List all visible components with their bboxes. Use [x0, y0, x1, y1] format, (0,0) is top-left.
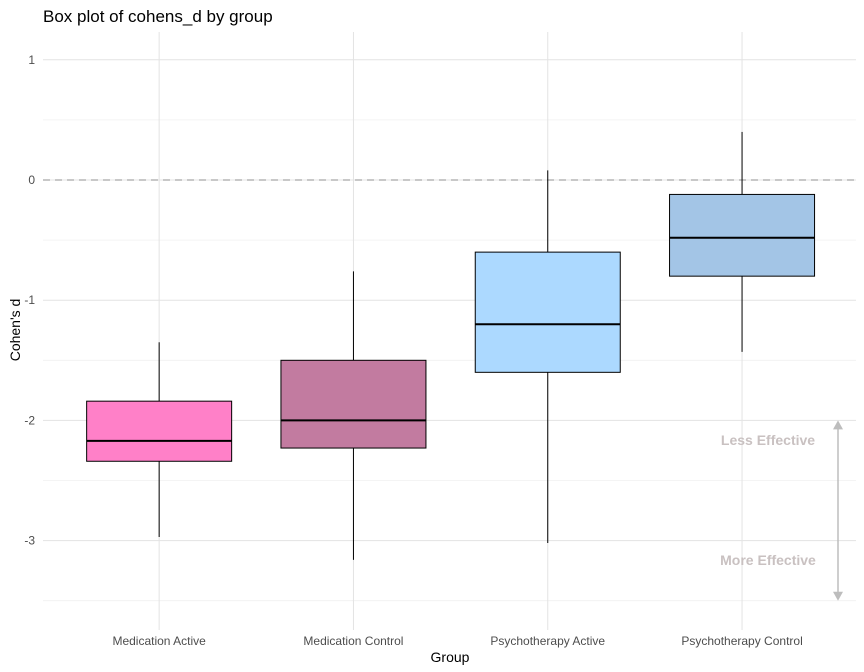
box-iqr [474, 251, 621, 373]
box-psychotherapy-active [474, 170, 621, 544]
y-axis-title: Cohen's d [7, 299, 23, 362]
y-axis-ticks: 1 0 -1 -2 -3 [24, 53, 35, 548]
y-tick-label: 1 [28, 53, 35, 67]
y-tick-label: -2 [24, 413, 35, 427]
effect-annotations: Less Effective More Effective [720, 420, 843, 601]
y-tick-label: 0 [28, 173, 35, 187]
box-iqr [86, 400, 233, 462]
arrow-head-down [833, 591, 843, 601]
chart-title: Box plot of cohens_d by group [43, 7, 273, 26]
box-medication-control [280, 271, 427, 560]
grid-lines [43, 32, 856, 630]
box-iqr [280, 359, 427, 449]
x-tick-label: Medication Active [112, 634, 206, 648]
x-tick-label: Medication Control [303, 634, 403, 648]
y-tick-label: -3 [24, 534, 35, 548]
arrow-head-up [833, 420, 843, 430]
x-axis-title: Group [431, 649, 470, 665]
x-tick-label: Psychotherapy Control [681, 634, 802, 648]
box-medication-active [86, 342, 233, 537]
annotation-label: Less Effective [721, 432, 815, 448]
y-tick-label: -1 [24, 293, 35, 307]
annotation-label: More Effective [720, 552, 816, 568]
x-axis-ticks: Medication Active Medication Control Psych… [112, 634, 802, 648]
x-tick-label: Psychotherapy Active [490, 634, 605, 648]
box-series [86, 131, 816, 560]
box-psychotherapy-control [669, 131, 816, 352]
box-iqr [669, 193, 816, 277]
